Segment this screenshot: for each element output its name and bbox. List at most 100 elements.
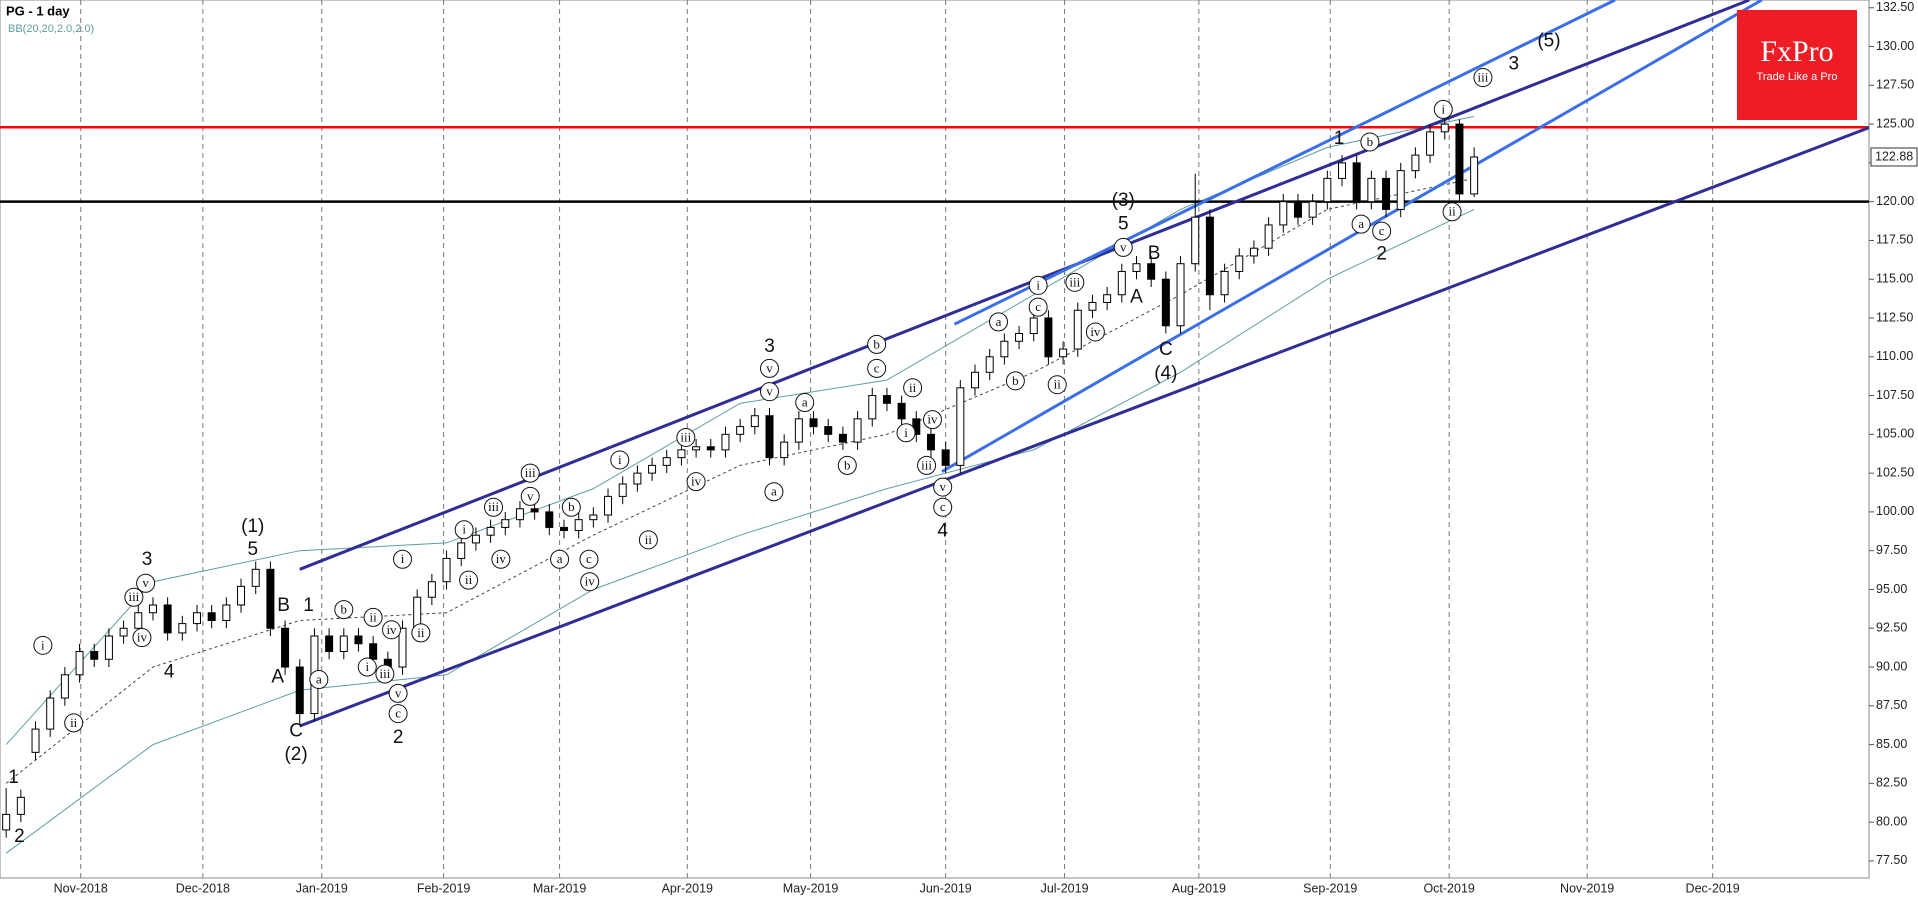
candle-body (1338, 162, 1347, 179)
candle-body (1426, 131, 1435, 156)
wave-label: iv (691, 474, 702, 489)
wave-label: v (142, 575, 149, 590)
wave-circle (1065, 272, 1085, 292)
wave-circle (334, 600, 354, 620)
y-tick-label: 130.00 (1876, 39, 1914, 53)
candle-body (398, 627, 407, 668)
candle-body (104, 635, 113, 660)
candle-body (1103, 294, 1112, 303)
candle-body (1015, 333, 1024, 342)
wave-label: A (271, 666, 284, 687)
wave-label: iii (680, 429, 691, 444)
wave-circle (1442, 202, 1462, 222)
candle-body (559, 526, 568, 532)
wave-circle (357, 657, 377, 677)
candle-body (750, 415, 759, 428)
wave-label: iii (128, 589, 139, 604)
y-tick-label: 87.50 (1876, 698, 1907, 712)
wave-label: b (568, 499, 575, 514)
wave-label: c (874, 360, 880, 375)
trend-line (299, 0, 1750, 571)
wave-circle (903, 378, 923, 398)
wave-label: i (462, 522, 466, 537)
x-tick-label: Mar-2019 (533, 881, 587, 895)
wave-circle (520, 486, 540, 506)
y-tick-label: 82.50 (1876, 776, 1907, 790)
wave-label: i (1036, 277, 1040, 292)
wave-circle (867, 358, 887, 378)
band-middle (5, 177, 1475, 784)
candle-body (1191, 216, 1200, 265)
y-tick-label: 90.00 (1876, 659, 1907, 673)
y-tick-label: 100.00 (1876, 504, 1914, 518)
x-tick-label: Dec-2018 (176, 881, 230, 895)
x-tick-label: Aug-2019 (1172, 881, 1226, 895)
y-tick-label: 115.00 (1876, 272, 1913, 286)
wave-label: B (277, 595, 290, 616)
y-tick-label: 77.50 (1876, 853, 1907, 867)
y-tick-label: 117.50 (1876, 233, 1913, 247)
candle-body (178, 623, 187, 634)
candle-body (119, 627, 128, 637)
wave-label: c (1035, 299, 1041, 314)
wave-label: iv (927, 412, 938, 427)
x-tick-label: Sep-2019 (1303, 881, 1357, 895)
wave-label: 3 (764, 336, 775, 357)
wave-label: iv (386, 622, 397, 637)
wave-circle (760, 382, 780, 402)
wave-label: ii (370, 609, 378, 624)
candle-body (1396, 170, 1405, 210)
wave-label: c (586, 551, 592, 566)
candle-body (765, 415, 774, 459)
wave-circle (309, 669, 329, 689)
candle-body (148, 604, 157, 614)
wave-circle (989, 312, 1009, 332)
wave-circle (388, 704, 408, 724)
wave-label: b (844, 457, 851, 472)
wave-circle (933, 497, 953, 517)
x-tick-label: Dec-2019 (1686, 881, 1740, 895)
candle-body (1000, 340, 1009, 358)
wave-label: C (1159, 339, 1173, 360)
wave-circle (638, 530, 658, 550)
wave-circle (33, 635, 53, 655)
candle-body (824, 426, 833, 435)
wave-label: a (316, 671, 322, 686)
x-tick-label: Nov-2019 (1560, 881, 1614, 895)
candle-body (985, 356, 994, 373)
candle-body (163, 604, 172, 634)
wave-label: ii (1054, 377, 1062, 392)
candle-body (31, 728, 40, 753)
wave-label: i (401, 551, 405, 566)
candle-body (1308, 201, 1317, 218)
candle-body (207, 612, 216, 621)
wave-label: c (940, 499, 946, 514)
candle-body (882, 395, 891, 404)
wave-circle (867, 334, 887, 354)
wave-label: 5 (247, 539, 258, 560)
candle-body (1029, 317, 1038, 335)
candle-body (545, 511, 554, 528)
logo-tagline: Trade Like a Pro (1757, 71, 1838, 83)
candle-body (1044, 317, 1053, 358)
candle-body (1235, 255, 1244, 272)
wave-label: a (771, 484, 777, 499)
wave-circle (520, 463, 540, 483)
y-tick-label: 95.00 (1876, 582, 1907, 596)
x-tick-label: Feb-2019 (417, 881, 471, 895)
candle-body (897, 402, 906, 420)
x-tick-label: Oct-2019 (1423, 881, 1474, 895)
wave-label: ii (70, 715, 78, 730)
candle-body (838, 433, 847, 443)
wave-label: 4 (937, 521, 948, 542)
wave-label: v (1120, 239, 1127, 254)
candle-body (648, 464, 657, 474)
y-tick-label: 97.50 (1876, 543, 1907, 557)
wave-circle (1085, 322, 1105, 342)
y-tick-label: 120.00 (1876, 194, 1914, 208)
candle-body (1073, 309, 1082, 350)
y-tick-label: 107.50 (1876, 388, 1914, 402)
wave-circle (760, 358, 780, 378)
wave-circle (136, 573, 156, 593)
